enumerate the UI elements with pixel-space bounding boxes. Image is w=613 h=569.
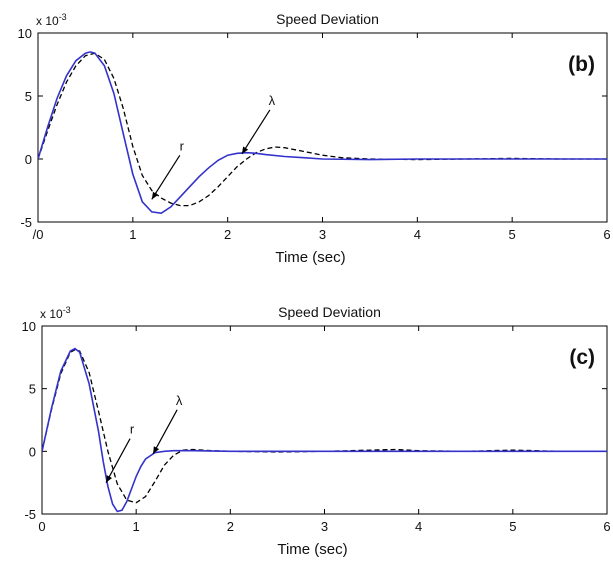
annotation-arrow: [151, 154, 181, 200]
x-tick-label: 3: [321, 519, 328, 534]
y-multiplier-exponent: -3: [59, 12, 67, 22]
annotation-arrow: [241, 109, 271, 155]
series-line-r: [38, 51, 607, 215]
annotation-label-lambda: λ: [176, 393, 183, 408]
y-multiplier-label: x 10-3: [40, 305, 71, 321]
series-line-r: [42, 347, 607, 513]
chart-panel-1: x 10-3 Speed Deviation/0 1 2 3 4 5 6 -5 0 5 10 Time …: [18, 11, 611, 266]
annotation-arrowhead: [241, 146, 249, 154]
x-tick-label: 4: [414, 227, 421, 242]
x-tick-label: /0: [33, 227, 44, 242]
x-tick-label: 5: [509, 227, 516, 242]
annotation-arrowhead: [153, 446, 160, 454]
annotation-arrow: [152, 409, 178, 455]
y-tick-label: 0: [29, 444, 36, 459]
x-tick-label: 1: [129, 227, 136, 242]
y-tick-label: 10: [18, 26, 32, 41]
panel-label: (b): [568, 53, 595, 76]
x-tick-label: 0: [38, 519, 45, 534]
x-tick-label: 3: [319, 227, 326, 242]
annotation-arrow: [105, 438, 131, 483]
y-tick-label: 5: [29, 382, 36, 397]
annotation-label-r: r: [180, 138, 185, 153]
plot-frame: [37, 32, 608, 223]
x-tick-label: 5: [509, 519, 516, 534]
series-line-lambda: [38, 52, 607, 207]
panel-label: (c): [569, 346, 595, 369]
plot-frame: [41, 325, 608, 515]
x-tick-label: 4: [415, 519, 422, 534]
y-multiplier-exponent: -3: [63, 305, 71, 315]
x-axis-title: Time (sec): [277, 541, 347, 558]
y-multiplier-label: x 10-3: [36, 12, 67, 28]
x-tick-label: 6: [603, 519, 610, 534]
annotation-arrowhead: [106, 475, 113, 483]
y-tick-label: -5: [24, 507, 36, 522]
y-tick-label: 0: [25, 152, 32, 167]
chart-title: Speed Deviation: [278, 304, 381, 320]
annotation-label-lambda: λ: [269, 93, 276, 108]
x-tick-label: 1: [133, 519, 140, 534]
x-tick-label: 6: [603, 227, 610, 242]
annotation-label-r: r: [130, 422, 135, 437]
chart-title: Speed Deviation: [276, 11, 379, 27]
annotation-arrowhead: [151, 191, 159, 200]
x-tick-label: 2: [227, 519, 234, 534]
x-tick-label: 2: [224, 227, 231, 242]
y-tick-label: 5: [25, 89, 32, 104]
series-line-lambda: [42, 349, 607, 504]
y-tick-label: -5: [20, 215, 32, 230]
x-axis-title: Time (sec): [275, 249, 345, 266]
y-tick-label: 10: [22, 319, 36, 334]
